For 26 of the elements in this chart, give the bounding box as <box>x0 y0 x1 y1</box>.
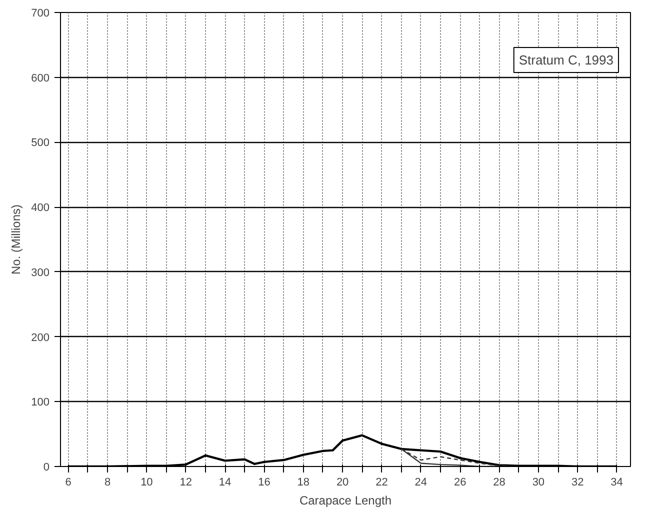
x-tick-label: 24 <box>414 476 428 488</box>
x-tick-label: 28 <box>493 476 506 488</box>
x-tick-label: 16 <box>258 476 270 488</box>
y-tick-label: 100 <box>31 396 50 409</box>
y-tick-label: 600 <box>31 72 50 84</box>
y-tick-label: 500 <box>31 137 50 150</box>
x-tick-label: 30 <box>532 476 545 488</box>
x-tick-label: 8 <box>104 476 111 488</box>
y-tick-label: 400 <box>31 202 50 214</box>
x-tick-label: 32 <box>571 476 584 488</box>
x-tick-label: 22 <box>376 476 388 488</box>
x-tick-label: 6 <box>65 476 72 488</box>
y-axis-title: No. (Millions) <box>9 204 24 275</box>
x-tick-label: 12 <box>180 476 192 488</box>
x-axis-title: Carapace Length <box>299 494 392 508</box>
annotation: Stratum C, 1993 <box>518 52 614 68</box>
y-tick-label: 200 <box>31 332 50 344</box>
x-tick-label: 34 <box>610 476 623 488</box>
x-tick-label: 18 <box>297 476 310 488</box>
y-tick-label: 700 <box>31 8 50 20</box>
x-tick-label: 14 <box>218 476 232 488</box>
y-tick-label: 0 <box>43 462 50 474</box>
x-tick-label: 26 <box>454 476 466 488</box>
x-tick-label: 10 <box>140 476 153 488</box>
x-tick-label: 20 <box>336 476 349 488</box>
y-tick-label: 300 <box>31 266 50 279</box>
